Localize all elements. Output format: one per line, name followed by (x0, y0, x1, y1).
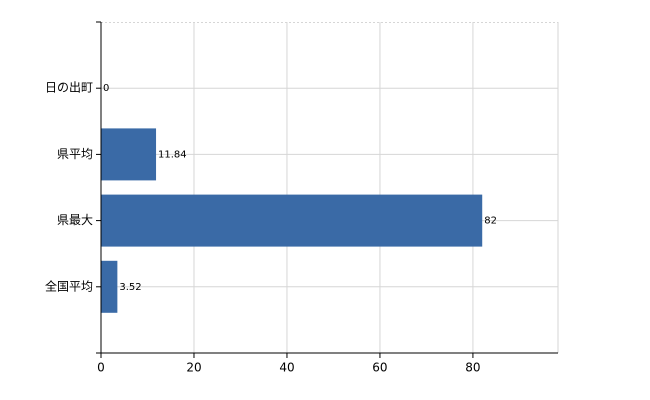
bar (101, 194, 483, 247)
bar (101, 128, 157, 181)
x-tick-label: 20 (186, 361, 201, 375)
x-tick-label: 0 (97, 361, 105, 375)
value-label: 3.52 (119, 282, 141, 293)
bar (101, 260, 118, 313)
x-tick-label: 80 (465, 361, 480, 375)
value-label: 11.84 (158, 149, 187, 160)
y-tick-label: 県最大 (57, 213, 93, 227)
x-tick-label: 60 (372, 361, 387, 375)
y-tick-label: 全国平均 (45, 278, 93, 293)
x-tick-label: 40 (279, 361, 294, 375)
y-tick-label: 日の出町 (45, 81, 93, 95)
value-label: 82 (484, 216, 497, 227)
y-tick-label: 県平均 (57, 147, 93, 161)
value-label: 0 (103, 83, 109, 94)
